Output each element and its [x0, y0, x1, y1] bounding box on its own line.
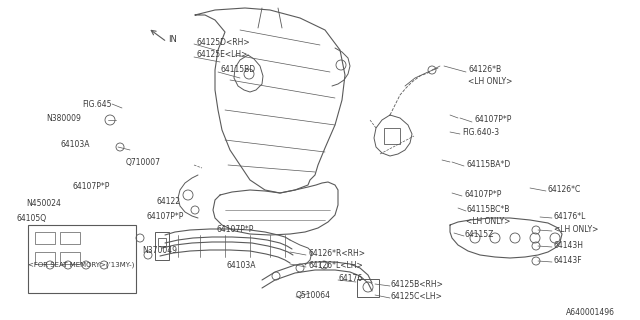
Bar — [158, 238, 166, 246]
Text: 64125D<RH>: 64125D<RH> — [196, 38, 250, 47]
Text: IN: IN — [168, 35, 177, 44]
Text: 64107P*P: 64107P*P — [72, 182, 109, 191]
Text: 64107P*P: 64107P*P — [474, 115, 511, 124]
Text: 64176: 64176 — [338, 274, 362, 283]
Text: 64105Q: 64105Q — [16, 214, 46, 223]
Text: 64107P*P: 64107P*P — [464, 190, 501, 199]
Bar — [357, 279, 379, 297]
Text: 64115BA*D: 64115BA*D — [466, 160, 510, 169]
Text: 64115BC*B: 64115BC*B — [466, 205, 509, 214]
Text: N370049: N370049 — [142, 246, 177, 255]
Text: N450024: N450024 — [26, 199, 61, 208]
Text: 64107P*P: 64107P*P — [216, 225, 253, 234]
Bar — [28, 225, 136, 293]
Text: N380009: N380009 — [46, 114, 81, 123]
Text: 64125E<LH>: 64125E<LH> — [196, 50, 248, 59]
Text: 64103A: 64103A — [60, 140, 90, 149]
Text: 64115BD: 64115BD — [220, 65, 255, 74]
Bar — [60, 232, 80, 244]
Text: 64126*L<LH>: 64126*L<LH> — [308, 261, 363, 270]
Text: Q510064: Q510064 — [296, 291, 331, 300]
Text: 64125B<RH>: 64125B<RH> — [390, 280, 443, 289]
Text: 64115Z: 64115Z — [464, 230, 493, 239]
Text: A640001496: A640001496 — [566, 308, 615, 317]
Text: 64122: 64122 — [156, 197, 180, 206]
Text: 64107P*P: 64107P*P — [146, 212, 184, 221]
Text: 64143H: 64143H — [554, 241, 584, 250]
Text: FIG.640-3: FIG.640-3 — [462, 128, 499, 137]
Text: <LH ONLY>: <LH ONLY> — [554, 225, 598, 234]
Text: 64103A: 64103A — [226, 261, 255, 270]
Text: 64125C<LH>: 64125C<LH> — [390, 292, 442, 301]
Text: <FOR SEAT MEMORY>(’13MY-): <FOR SEAT MEMORY>(’13MY-) — [28, 262, 134, 268]
Bar — [155, 232, 169, 260]
Text: <LH ONLY>: <LH ONLY> — [468, 77, 513, 86]
Bar — [35, 252, 55, 264]
Text: 64143F: 64143F — [554, 256, 582, 265]
Text: 64126*C: 64126*C — [548, 185, 581, 194]
Text: 64126*B: 64126*B — [468, 65, 501, 74]
Text: Q710007: Q710007 — [126, 158, 161, 167]
Bar — [384, 128, 400, 144]
Bar — [60, 252, 80, 264]
Text: FIG.645: FIG.645 — [82, 100, 111, 109]
Text: <LH ONLY>: <LH ONLY> — [466, 217, 510, 226]
Bar — [35, 232, 55, 244]
Text: 64176*L: 64176*L — [554, 212, 586, 221]
Text: 64126*R<RH>: 64126*R<RH> — [308, 249, 365, 258]
